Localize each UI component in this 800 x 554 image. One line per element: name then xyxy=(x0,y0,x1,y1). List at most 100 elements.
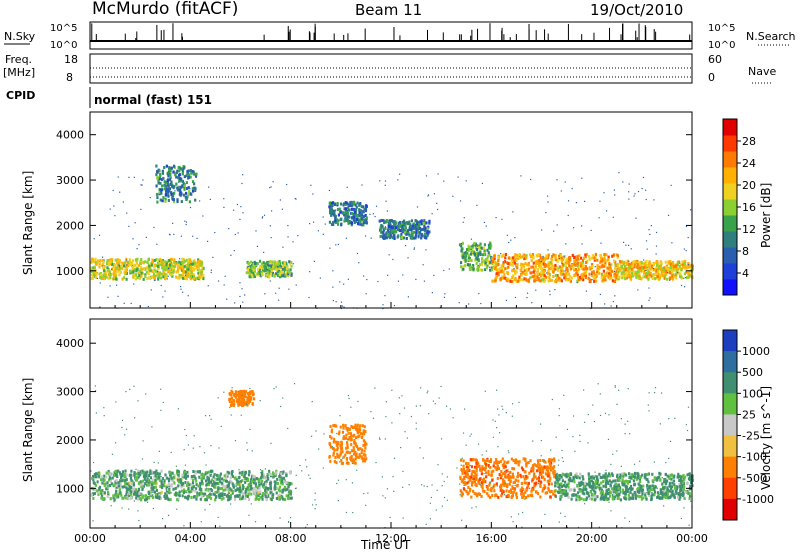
scatter-point xyxy=(196,237,198,240)
echo-cell xyxy=(209,473,212,477)
echo-cell xyxy=(128,481,131,485)
echo-cell xyxy=(509,261,512,265)
echo-cell xyxy=(283,260,286,264)
echo-cell xyxy=(200,491,203,495)
freq-unit: [MHz] xyxy=(3,66,35,79)
scatter-point xyxy=(483,221,485,224)
echo-cell xyxy=(459,261,463,265)
echo-cell xyxy=(173,493,176,497)
echo-cell xyxy=(408,220,411,224)
scatter-point xyxy=(530,178,532,181)
scatter-point xyxy=(556,274,559,276)
echo-cell xyxy=(626,480,629,484)
echo-cell xyxy=(553,459,556,463)
echo-cell xyxy=(289,268,292,272)
echo-cell xyxy=(681,491,685,495)
echo-cell xyxy=(285,480,288,484)
echo-cell xyxy=(392,220,395,224)
echo-cell xyxy=(351,216,354,220)
echo-cell xyxy=(354,220,358,224)
echo-cell xyxy=(238,488,241,492)
scatter-point xyxy=(470,248,472,251)
echo-cell xyxy=(532,466,535,470)
echo-cell xyxy=(333,202,337,206)
echo-cell xyxy=(611,254,614,258)
scatter-point xyxy=(422,264,424,266)
echo-cell xyxy=(189,175,192,179)
echo-cell xyxy=(192,262,195,266)
echo-cell xyxy=(276,273,280,277)
scatter-point xyxy=(248,265,250,268)
echo-cell xyxy=(268,269,271,273)
echo-cell xyxy=(668,495,672,499)
echo-cell xyxy=(538,463,541,467)
echo-cell xyxy=(102,477,105,481)
scatter-point xyxy=(263,214,266,216)
colorbar-segment xyxy=(723,183,737,200)
echo-cell xyxy=(163,183,166,187)
echo-cell xyxy=(119,482,122,486)
echo-cell xyxy=(506,271,510,275)
echo-cell xyxy=(124,271,127,275)
echo-cell xyxy=(542,270,546,274)
echo-cell xyxy=(164,181,167,185)
echo-cell xyxy=(151,258,154,262)
scatter-point xyxy=(242,301,244,303)
echo-cell xyxy=(146,477,149,481)
echo-cell xyxy=(516,266,519,270)
echo-cell xyxy=(187,193,190,197)
scatter-point xyxy=(346,186,348,188)
echo-cell xyxy=(539,482,542,486)
echo-cell xyxy=(171,194,175,198)
echo-cell xyxy=(645,259,648,263)
echo-cell xyxy=(673,474,676,478)
echo-cell xyxy=(280,269,283,273)
echo-cell xyxy=(507,262,510,266)
echo-cell xyxy=(542,467,545,471)
echo-cell xyxy=(682,473,685,477)
echo-cell xyxy=(482,458,485,462)
echo-cell xyxy=(185,496,188,500)
echo-cell xyxy=(497,259,500,263)
echo-cell xyxy=(330,213,333,217)
echo-cell xyxy=(664,473,667,477)
echo-cell xyxy=(476,247,479,251)
echo-cell xyxy=(580,267,583,271)
echo-cell xyxy=(607,487,610,491)
scatter-point xyxy=(332,286,334,288)
echo-cell xyxy=(178,273,181,277)
echo-cell xyxy=(584,267,588,271)
echo-cell xyxy=(285,263,288,267)
echo-cell xyxy=(501,492,504,496)
scatter-point xyxy=(264,293,266,295)
echo-cell xyxy=(245,271,248,275)
echo-cell xyxy=(649,271,652,275)
scatter-point xyxy=(468,303,470,305)
echo-cell xyxy=(423,235,427,239)
echo-cell xyxy=(168,491,171,495)
echo-cell xyxy=(393,230,396,234)
echo-cell xyxy=(535,481,538,485)
echo-cell xyxy=(200,260,203,264)
echo-cell xyxy=(135,472,138,476)
echo-cell xyxy=(109,472,112,476)
echo-cell xyxy=(565,267,568,271)
echo-cell xyxy=(157,275,160,279)
scatter-point xyxy=(192,235,194,237)
echo-cell xyxy=(240,473,244,477)
echo-cell xyxy=(582,488,585,492)
echo-cell xyxy=(163,269,166,273)
echo-cell xyxy=(512,459,515,463)
echo-cell xyxy=(550,262,553,266)
echo-cell xyxy=(361,223,364,227)
echo-cell xyxy=(548,462,551,466)
echo-cell xyxy=(511,467,514,471)
echo-cell xyxy=(149,469,152,473)
echo-cell xyxy=(470,483,474,487)
echo-cell xyxy=(531,252,535,256)
echo-cell xyxy=(624,495,627,499)
echo-cell xyxy=(532,270,535,274)
echo-cell xyxy=(262,261,265,265)
echo-cell xyxy=(176,264,180,268)
